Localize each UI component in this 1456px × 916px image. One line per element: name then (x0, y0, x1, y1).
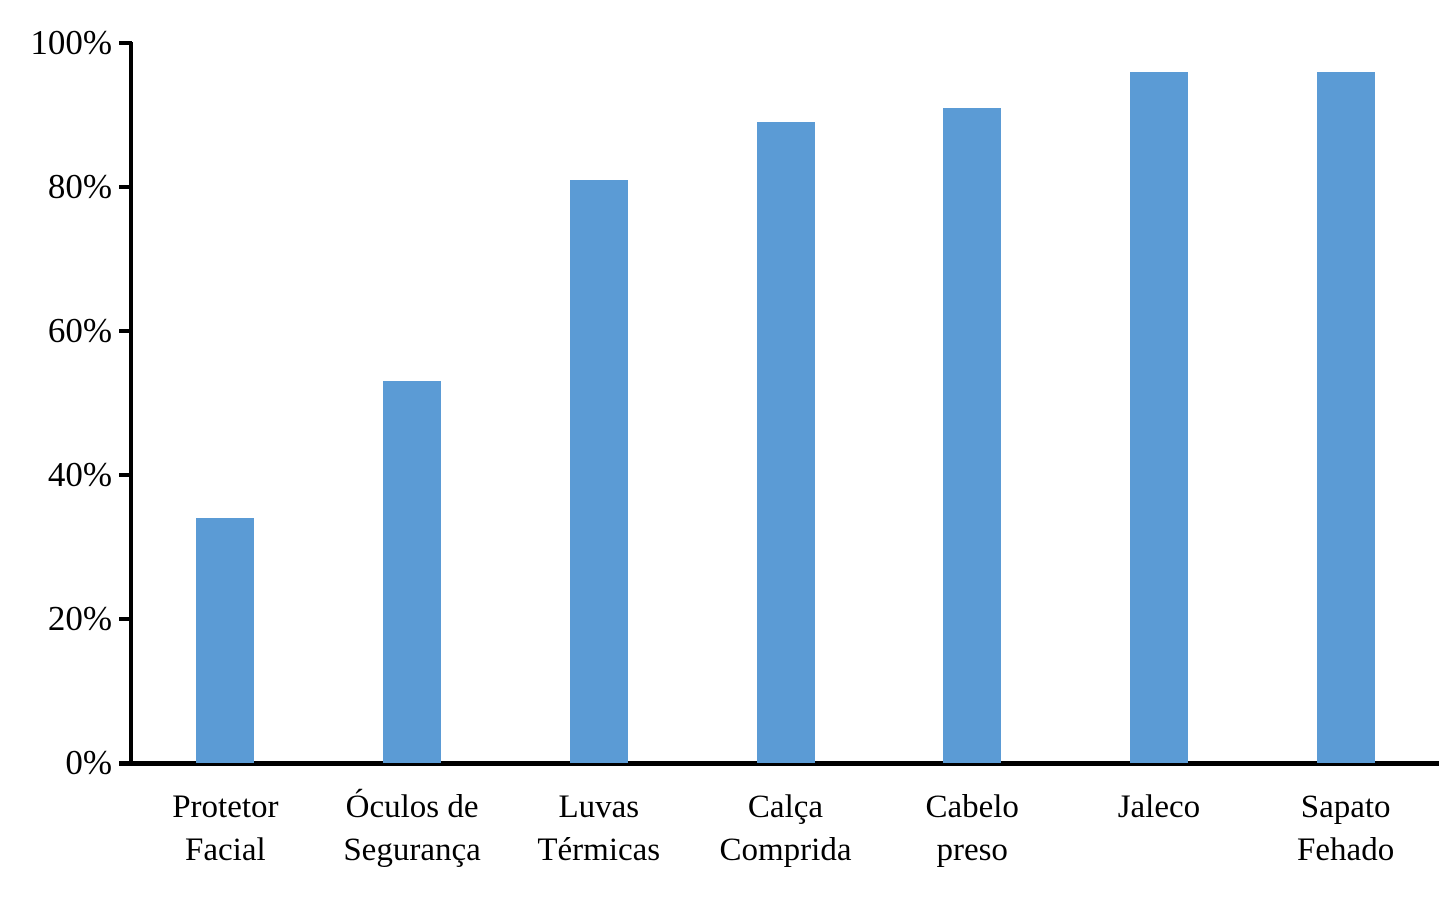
x-category-label-line: Óculos de (345, 789, 479, 825)
y-tick-label: 40% (47, 455, 112, 494)
x-category-label-line: Comprida (719, 832, 852, 868)
y-tick-label: 20% (47, 599, 112, 638)
x-axis-line (119, 761, 1439, 766)
y-axis-line (129, 42, 133, 763)
x-category-label-line: Calça (747, 789, 824, 825)
x-category-label-line: Térmicas (537, 832, 661, 868)
x-category-label-line: Luvas (558, 789, 640, 825)
y-tick-mark (119, 185, 132, 189)
y-tick-mark (119, 617, 132, 621)
x-category-label-line: Facial (185, 832, 266, 868)
y-tick-mark (119, 329, 132, 333)
x-category-label: Calça Comprida (692, 786, 879, 872)
y-tick-label: 80% (47, 167, 112, 206)
x-category-label: Luvas Térmicas (505, 786, 692, 872)
bar (383, 381, 442, 763)
x-category-label: Protetor Facial (132, 786, 319, 872)
y-tick-label: 60% (47, 311, 112, 350)
bar (569, 179, 628, 763)
bar (1129, 71, 1188, 763)
y-tick-mark (119, 473, 132, 477)
bar (943, 107, 1002, 763)
x-category-label: Óculos de Segurança (319, 786, 506, 872)
x-category-label: Sapato Fehado (1252, 786, 1439, 872)
bar (756, 122, 815, 763)
x-category-label: Jaleco (1066, 786, 1253, 829)
x-category-label-line: Segurança (343, 832, 481, 868)
bar (196, 518, 255, 763)
x-category-label-line: preso (936, 832, 1008, 868)
y-tick-label: 100% (30, 23, 112, 62)
y-tick-label: 0% (65, 743, 112, 782)
y-tick-mark (119, 41, 132, 45)
bar (1316, 71, 1375, 763)
y-tick-mark (119, 761, 132, 765)
x-category-label-line: Protetor (172, 789, 279, 825)
x-category-label-line: Fehado (1297, 832, 1395, 868)
x-category-label-line: Jaleco (1117, 789, 1201, 825)
x-category-label-line: Sapato (1300, 789, 1391, 825)
x-category-label: Cabelo preso (879, 786, 1066, 872)
x-category-label-line: Cabelo (925, 789, 1019, 825)
